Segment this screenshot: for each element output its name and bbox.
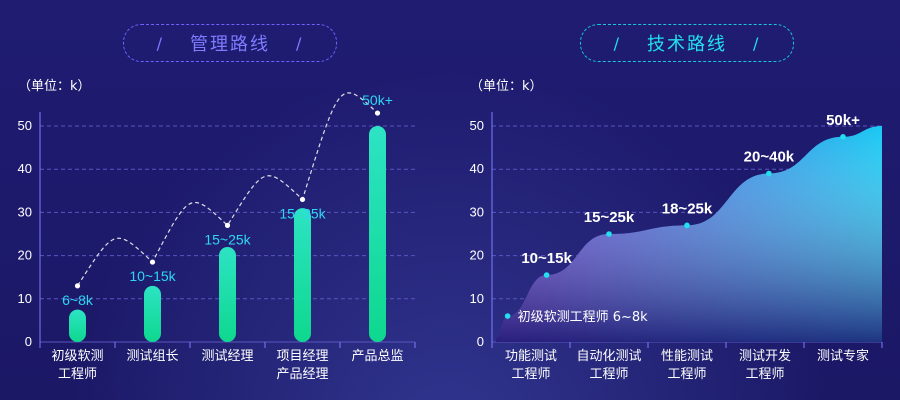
y-tick-label: 0: [477, 334, 484, 349]
data-label: 15~25k: [584, 209, 635, 226]
category-label: 工程师: [589, 367, 628, 382]
data-label: 初级软测工程师 6~8k: [518, 310, 649, 325]
y-tick-label: 10: [470, 291, 484, 306]
y-tick-label: 20: [470, 248, 484, 263]
management-route-title: / 管理路线 /: [123, 24, 337, 62]
slash-right-decor: /: [296, 33, 304, 53]
bar: [294, 208, 311, 342]
category-label: 测试专家: [817, 348, 869, 364]
category-label: 工程师: [58, 367, 97, 382]
tech-area-chart: 0 10 20 30 40 50 初级软测工程师 6~8k 10~15k 15~25k 18~25…: [470, 112, 883, 382]
slash-right-decor: /: [753, 33, 761, 53]
data-label: 10~15k: [129, 268, 176, 284]
category-label: 产品总监: [351, 349, 403, 364]
slash-left-decor: /: [156, 33, 164, 53]
area-fade: [495, 126, 882, 342]
category-label: 测试开发: [739, 348, 791, 364]
data-point: [840, 134, 846, 140]
y-tick-label: 50: [470, 118, 484, 133]
data-label: 15~35k: [279, 205, 326, 221]
data-label: 20~40k: [744, 149, 795, 166]
y-tick-label: 50: [18, 118, 32, 133]
tech-route-title: / 技术路线 /: [580, 24, 794, 62]
category-label: 初级软测: [51, 349, 103, 364]
y-tick-label: 30: [470, 204, 484, 219]
bar: [219, 246, 236, 342]
data-point: [224, 222, 231, 228]
category-label: 产品经理: [276, 367, 328, 382]
data-point: [299, 196, 306, 203]
category-label: 工程师: [511, 367, 550, 382]
y-tick-label: 40: [18, 161, 32, 176]
category-label: 自动化测试: [576, 349, 641, 364]
data-label: 6~8k: [62, 292, 94, 308]
y-tick-label: 40: [470, 161, 484, 176]
category-label: 测试组长: [126, 349, 178, 364]
tech-route-title-text: 技术路线: [647, 34, 727, 55]
data-point: [684, 222, 690, 229]
management-bar-chart: 0 10 20 30 40 50 6~8k 初级软测工程师 10~15k 测试组长 15~25k 测试…: [18, 92, 416, 382]
data-point: [149, 259, 156, 265]
data-label: 10~15k: [521, 250, 572, 267]
data-point: [74, 283, 81, 289]
data-point: [543, 272, 550, 278]
category-label: 测试经理: [201, 349, 253, 364]
category-label: 性能测试: [661, 349, 713, 364]
bar: [369, 126, 386, 342]
data-label: 15~25k: [204, 231, 251, 247]
category-label: 项目经理: [276, 349, 328, 364]
bar: [144, 285, 161, 342]
y-tick-label: 0: [25, 334, 32, 349]
category-label: 功能测试: [505, 349, 557, 364]
data-label: 50k+: [362, 92, 393, 108]
slash-left-decor: /: [613, 33, 621, 53]
y-tick-label: 20: [18, 248, 32, 263]
data-point: [504, 313, 511, 319]
data-label: 50k+: [826, 112, 860, 129]
right-unit-label: （单位：k）: [470, 79, 543, 94]
category-label: 工程师: [667, 367, 706, 382]
left-unit-label: （单位：k）: [18, 79, 91, 94]
bar: [69, 309, 86, 342]
management-route-title-text: 管理路线: [190, 34, 270, 55]
data-point: [766, 170, 772, 177]
y-tick-label: 30: [18, 204, 32, 219]
data-label: 18~25k: [662, 200, 713, 217]
data-point: [374, 110, 381, 116]
y-tick-label: 10: [18, 291, 32, 306]
category-label: 工程师: [745, 367, 784, 382]
data-point: [606, 231, 612, 237]
